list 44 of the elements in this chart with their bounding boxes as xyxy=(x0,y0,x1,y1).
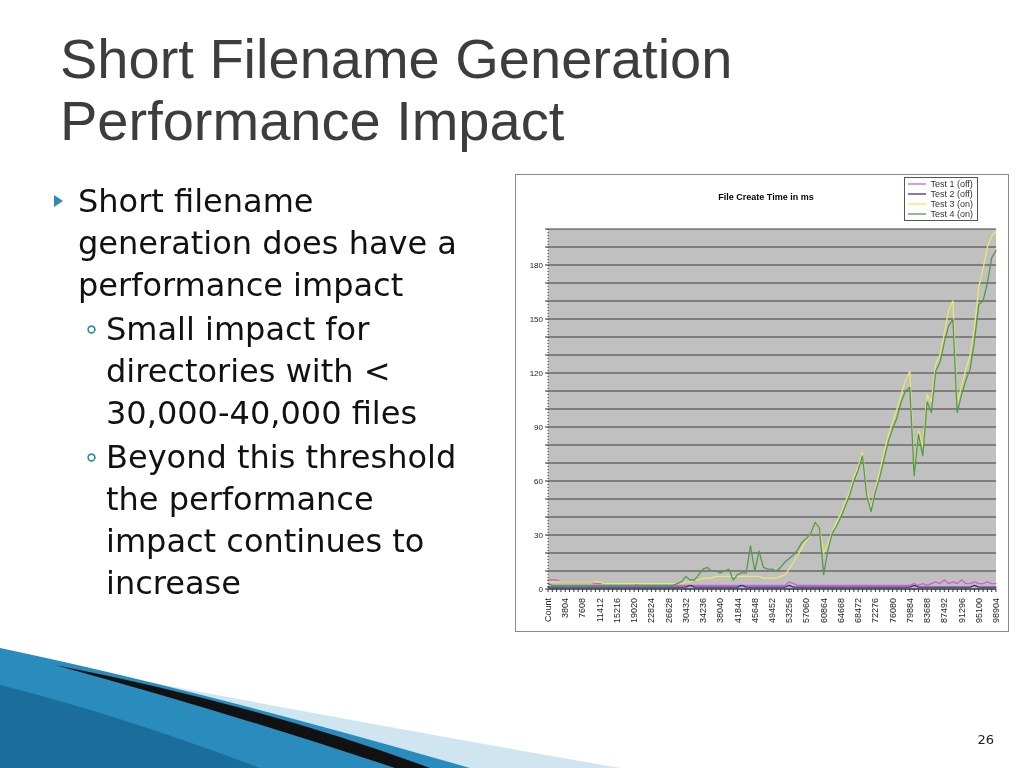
y-tick-label: 90 xyxy=(534,422,544,432)
x-tick-label: 15216 xyxy=(611,598,622,624)
x-tick-label: 57060 xyxy=(801,598,812,624)
x-tick-label: 83688 xyxy=(922,598,933,624)
legend-label: Test 4 (on) xyxy=(930,209,973,219)
x-tick-label: 91296 xyxy=(956,598,967,624)
x-tick-label: 72276 xyxy=(870,598,881,624)
x-tick-label: 60864 xyxy=(818,598,829,624)
text: 26 xyxy=(977,732,994,747)
chart-subtitle: File Create Time in ms xyxy=(718,192,814,202)
text: Beyond this threshold the performance impact continues to increase xyxy=(106,437,458,604)
x-tick-label: 87492 xyxy=(939,598,950,624)
x-tick-label: 64668 xyxy=(835,598,846,624)
x-tick-label: 41844 xyxy=(732,598,743,624)
x-tick-label: 98904 xyxy=(991,598,1001,624)
x-tick-label: 34236 xyxy=(698,598,709,624)
x-tick-label: 38040 xyxy=(715,598,726,624)
x-tick-label: 79884 xyxy=(904,598,915,624)
x-tick-label: 19020 xyxy=(629,598,640,624)
y-tick-label: 180 xyxy=(529,260,544,270)
y-tick-label: 60 xyxy=(534,476,544,486)
x-tick-label: 7608 xyxy=(577,598,588,619)
text: Small impact for directories with < 30,000-40,000 files xyxy=(106,309,419,434)
y-tick-label: 150 xyxy=(529,314,544,324)
x-tick-label: 49452 xyxy=(767,598,777,624)
legend-label: Test 1 (off) xyxy=(930,179,973,189)
x-tick-label: 26628 xyxy=(663,598,674,624)
x-tick-label: 45648 xyxy=(749,598,760,624)
x-tick-label: 76080 xyxy=(887,598,898,624)
y-tick-label: 0 xyxy=(538,584,544,594)
y-tick-label: 120 xyxy=(529,368,544,378)
x-tick-label: 68472 xyxy=(853,598,864,624)
x-tick-label: 30432 xyxy=(680,598,691,624)
legend-label: Test 3 (on) xyxy=(930,199,973,209)
x-tick-label: 95100 xyxy=(973,598,984,624)
y-tick-label: 30 xyxy=(534,530,544,540)
x-tick-label: 22824 xyxy=(646,598,657,624)
x-tick-label: Count xyxy=(543,597,553,623)
x-tick-label: 3804 xyxy=(560,598,571,619)
chart-title: Short Filename Generation Performance Impact xyxy=(60,27,734,152)
text: Short filename generation does have a performance impact xyxy=(78,181,458,306)
x-tick-label: 11412 xyxy=(594,598,605,623)
legend-label: Test 2 (off) xyxy=(930,189,973,199)
x-tick-label: 53256 xyxy=(784,598,795,624)
